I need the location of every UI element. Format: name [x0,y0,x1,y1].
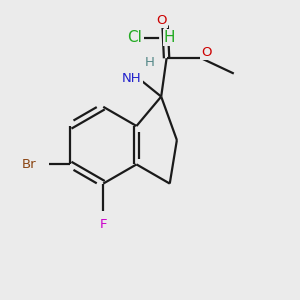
Text: Br: Br [22,158,36,171]
Text: O: O [201,46,212,59]
Text: H: H [164,30,175,45]
Text: NH: NH [122,72,142,85]
Text: Cl: Cl [128,30,142,45]
Text: F: F [100,218,107,231]
Text: O: O [156,14,167,27]
Text: H: H [145,56,155,69]
